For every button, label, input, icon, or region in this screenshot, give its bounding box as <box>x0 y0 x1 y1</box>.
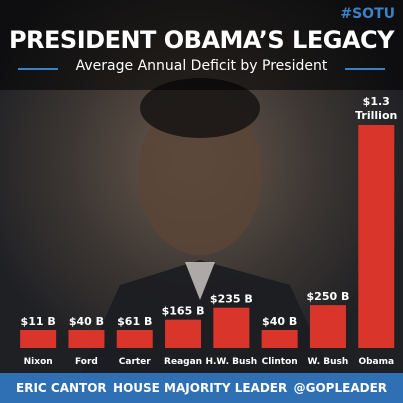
category-label-reagan: Reagan <box>164 357 202 367</box>
category-label-ford: Ford <box>75 357 98 367</box>
subtitle-rule-left <box>18 68 58 70</box>
bar-ford <box>68 330 105 348</box>
category-label-clinton: Clinton <box>262 357 298 367</box>
value-label-ford: $40 B <box>69 315 104 328</box>
value-labels-group: $11 B $40 B $61 B $165 B $235 B $40 B $250 B $1… <box>21 95 398 328</box>
bar-carter <box>116 330 153 348</box>
bar-reagan <box>165 319 202 348</box>
category-label-carter: Carter <box>119 357 152 367</box>
value-label-h-w-bush: $235 B <box>210 293 253 306</box>
value-label-reagan: $165 B <box>162 305 205 318</box>
bar-nixon <box>20 330 57 348</box>
category-label-obama: Obama <box>358 357 394 367</box>
value-label-obama: $1.3 Trillion <box>355 95 397 122</box>
category-label-h-w-bush: H.W. Bush <box>205 357 257 367</box>
value-label-clinton: $40 B <box>262 315 297 328</box>
bars-group <box>20 125 395 348</box>
value-label-w-bush: $250 B <box>307 290 350 303</box>
bar-w-bush <box>309 305 346 348</box>
bar-obama <box>358 125 395 348</box>
category-label-w-bush: W. Bush <box>308 357 349 367</box>
footer-bar: ERIC CANTOR HOUSE MAJORITY LEADER @GOPLE… <box>0 373 403 403</box>
category-label-nixon: Nixon <box>24 357 53 367</box>
subtitle-row: Average Annual Deficit by President <box>0 58 403 78</box>
page-title: PRESIDENT OBAMA’S LEGACY <box>8 26 395 54</box>
hashtag: #SOTU <box>340 6 395 22</box>
subtitle-rule-right <box>345 68 385 70</box>
bar-h-w-bush <box>213 307 250 348</box>
value-label-carter: $61 B <box>117 315 152 328</box>
footer-center-text: HOUSE MAJORITY LEADER <box>113 381 288 395</box>
value-label-nixon: $11 B <box>21 315 56 328</box>
footer-left-text: ERIC CANTOR <box>16 381 107 395</box>
category-labels-group: Nixon Ford Carter Reagan H.W. Bush Clinton W. … <box>24 357 394 367</box>
footer-right-text: @GOPLEADER <box>293 381 387 395</box>
bar-clinton <box>261 330 298 348</box>
subtitle: Average Annual Deficit by President <box>75 58 328 74</box>
